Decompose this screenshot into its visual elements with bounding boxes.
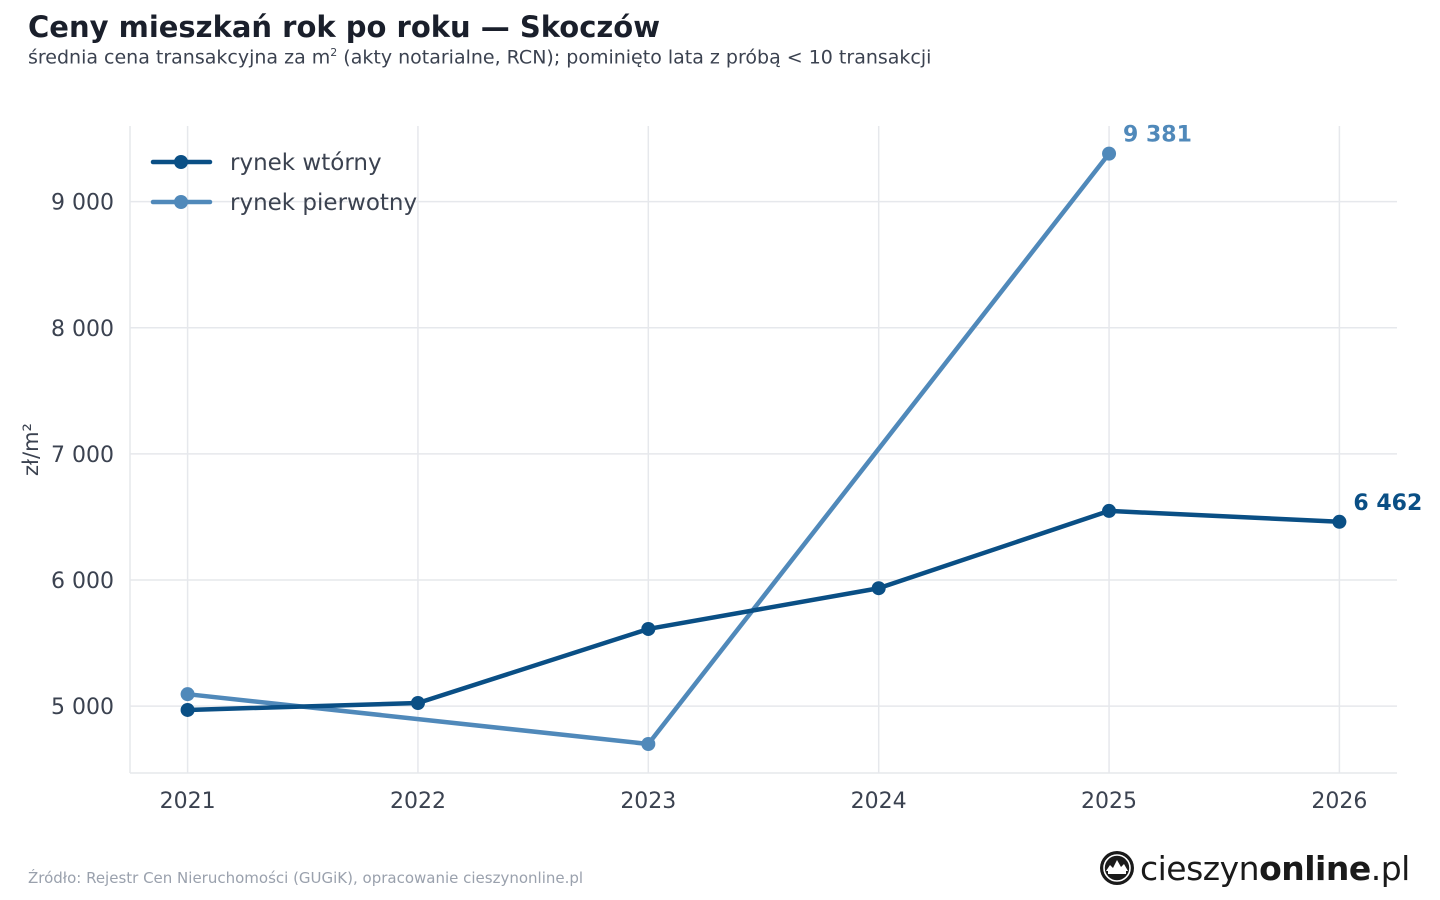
data-point <box>871 581 886 596</box>
series-markers <box>180 146 1347 751</box>
logo-part-2: online <box>1259 848 1371 888</box>
y-tick-label: 9 000 <box>51 191 114 216</box>
chart-title: Ceny mieszkań rok po roku — Skoczów <box>28 10 660 44</box>
data-point <box>641 621 656 636</box>
y-tick-label: 6 000 <box>51 569 114 594</box>
y-tick-label: 8 000 <box>51 317 114 342</box>
logo-part-3: .pl <box>1370 848 1411 888</box>
x-tick-label: 2026 <box>1311 789 1367 814</box>
legend: rynek wtórny rynek pierwotny <box>150 150 417 216</box>
legend-label: rynek wtórny <box>230 150 382 176</box>
data-label: 9 381 <box>1123 123 1192 148</box>
y-axis-title: zł/m² <box>19 423 43 476</box>
globe-icon <box>1100 851 1134 885</box>
data-point <box>180 687 195 702</box>
data-point <box>180 702 195 717</box>
data-point <box>1102 503 1117 518</box>
data-point <box>410 696 425 711</box>
x-tick-label: 2022 <box>390 789 446 814</box>
data-point <box>1332 514 1347 529</box>
logo-wordmark: cieszynonline.pl <box>1140 849 1410 888</box>
legend-swatch-marker <box>174 195 188 209</box>
series-lines <box>185 151 1342 747</box>
x-tick-label: 2025 <box>1081 789 1137 814</box>
legend-label: rynek pierwotny <box>230 190 417 216</box>
x-tick-label: 2024 <box>851 789 907 814</box>
plot-frame <box>129 126 1397 774</box>
subtitle-text-start: średnia cena transakcyjna za m <box>28 46 331 69</box>
y-axis: 5 000 6 000 7 000 8 000 9 000 zł/m² <box>19 191 114 720</box>
series-line-secondary <box>185 508 1342 713</box>
y-tick-label: 5 000 <box>51 695 114 720</box>
data-labels: 9 381 6 462 <box>1123 123 1422 516</box>
x-tick-label: 2023 <box>620 789 676 814</box>
subtitle-superscript: 2 <box>330 46 338 59</box>
source-note: Źródło: Rejestr Cen Nieruchomości (GUGiK… <box>28 869 584 887</box>
data-point <box>641 736 656 751</box>
legend-swatch-marker <box>174 155 188 169</box>
x-tick-label: 2021 <box>160 789 216 814</box>
chart-subtitle: średnia cena transakcyjna za m2 (akty no… <box>28 46 931 68</box>
x-axis: 2021 2022 2023 2024 2025 2026 <box>160 789 1368 814</box>
logo-part-1: cieszyn <box>1140 848 1260 888</box>
site-logo[interactable]: cieszynonline.pl <box>1098 846 1410 890</box>
data-label: 6 462 <box>1353 491 1422 516</box>
subtitle-text-end: (akty notarialne, RCN); pominięto lata z… <box>337 46 932 69</box>
grid-lines <box>130 126 1397 773</box>
y-tick-label: 7 000 <box>51 443 114 468</box>
data-point <box>1102 146 1117 161</box>
